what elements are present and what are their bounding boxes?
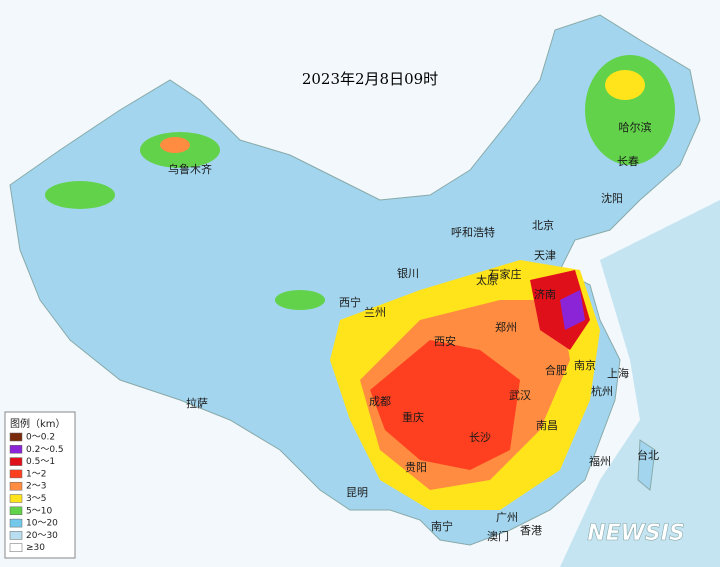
legend-swatch <box>9 432 23 442</box>
city-label: 石家庄 <box>489 267 522 281</box>
city-label: 太原 <box>476 274 498 287</box>
city-label: 昆明 <box>346 486 368 499</box>
city-label: 乌鲁木齐 <box>168 162 212 176</box>
city-label: 合肥 <box>545 363 567 377</box>
city-label: 北京 <box>532 218 554 232</box>
city-label: 长沙 <box>469 431 491 444</box>
watermark: NEWSIS <box>587 521 685 546</box>
city-label: 济南 <box>534 287 556 301</box>
legend-label: ≥30 <box>26 543 45 553</box>
legend-swatch <box>9 494 23 503</box>
city-label: 澳门 <box>487 529 509 543</box>
legend-swatch <box>9 445 23 454</box>
blob <box>160 137 190 153</box>
legend-label: 0～0.2 <box>26 433 55 443</box>
city-label: 香港 <box>520 524 542 537</box>
city-label: 呼和浩特 <box>451 225 495 239</box>
city-label: 贵阳 <box>405 461 427 474</box>
blob <box>45 181 115 209</box>
city-label: 成都 <box>369 395 391 408</box>
legend-swatch <box>9 531 23 540</box>
city-label: 沈阳 <box>601 191 623 205</box>
legend-swatch <box>9 481 23 491</box>
legend-swatch <box>9 518 23 528</box>
city-label: 广州 <box>496 511 518 524</box>
city-label: 台北 <box>637 448 659 462</box>
city-label: 西安 <box>434 334 456 348</box>
city-label: 南昌 <box>536 419 558 432</box>
legend-title: 图例（km） <box>10 417 66 430</box>
city-label: 银川 <box>397 266 419 280</box>
legend-label: 0.5～1 <box>26 457 55 467</box>
city-label: 武汉 <box>509 389 531 402</box>
sea <box>560 200 720 567</box>
blob <box>275 290 325 310</box>
blob <box>560 290 585 330</box>
city-label: 天津 <box>534 249 556 262</box>
legend-label: 5～10 <box>26 506 52 516</box>
legend-label: 2～3 <box>26 482 46 492</box>
city-label: 南京 <box>574 358 596 372</box>
taiwan <box>637 439 656 491</box>
legend-label: 3～5 <box>26 494 46 504</box>
legend-label: 10～20 <box>26 519 58 529</box>
map-title: 2023年2月8日09时 <box>302 70 438 88</box>
city-label: 长春 <box>617 155 639 168</box>
city-label: 郑州 <box>495 320 517 334</box>
legend-swatch <box>9 506 23 516</box>
legend-label: 1～2 <box>26 469 46 479</box>
city-label: 杭州 <box>591 384 613 398</box>
blob <box>605 70 645 100</box>
legend-swatch <box>9 457 23 466</box>
city-label: 西宁 <box>339 295 361 309</box>
legend-label: 20～30 <box>26 531 58 541</box>
city-label: 重庆 <box>402 410 424 424</box>
city-label: 上海 <box>607 366 629 380</box>
legend-swatch <box>9 469 23 479</box>
blob <box>370 340 520 470</box>
legend-swatch <box>9 543 23 552</box>
city-label: 福州 <box>589 454 611 468</box>
blob <box>530 270 590 350</box>
visibility-blobs <box>45 55 675 510</box>
city-label: 哈尔滨 <box>619 120 652 134</box>
legend-label: 0.2～0.5 <box>26 445 64 455</box>
city-label: 南宁 <box>431 519 453 533</box>
city-label: 兰州 <box>364 306 386 319</box>
city-label: 拉萨 <box>186 396 208 410</box>
